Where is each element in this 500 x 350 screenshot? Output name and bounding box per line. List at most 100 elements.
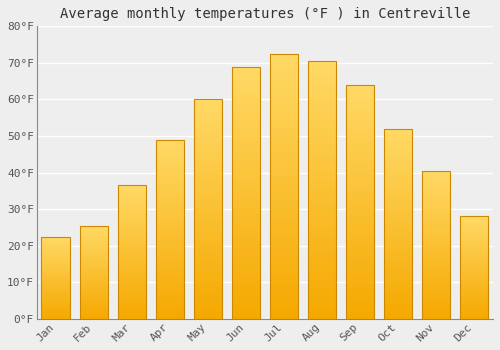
Bar: [346, 237, 374, 239]
Bar: [422, 254, 450, 255]
Bar: [118, 214, 146, 215]
Bar: [384, 206, 412, 209]
Bar: [308, 316, 336, 319]
Bar: [308, 260, 336, 262]
Bar: [118, 306, 146, 307]
Bar: [156, 228, 184, 229]
Bar: [422, 255, 450, 257]
Bar: [118, 312, 146, 314]
Bar: [346, 143, 374, 146]
Bar: [194, 233, 222, 236]
Bar: [80, 246, 108, 247]
Bar: [42, 264, 70, 265]
Bar: [384, 165, 412, 167]
Bar: [308, 126, 336, 128]
Bar: [80, 263, 108, 264]
Bar: [156, 202, 184, 204]
Bar: [460, 311, 488, 312]
Bar: [346, 141, 374, 143]
Bar: [156, 149, 184, 150]
Bar: [422, 184, 450, 186]
Bar: [156, 177, 184, 179]
Bar: [156, 296, 184, 298]
Bar: [270, 75, 298, 78]
Bar: [156, 276, 184, 278]
Bar: [232, 127, 260, 130]
Bar: [422, 212, 450, 214]
Bar: [460, 279, 488, 280]
Bar: [384, 178, 412, 180]
Bar: [232, 92, 260, 94]
Bar: [80, 251, 108, 252]
Bar: [156, 238, 184, 240]
Bar: [384, 260, 412, 262]
Bar: [232, 208, 260, 210]
Bar: [270, 266, 298, 268]
Bar: [270, 131, 298, 133]
Bar: [80, 235, 108, 236]
Bar: [118, 256, 146, 258]
Bar: [156, 184, 184, 186]
Bar: [270, 149, 298, 152]
Bar: [460, 267, 488, 268]
Bar: [232, 140, 260, 142]
Bar: [346, 87, 374, 90]
Bar: [422, 190, 450, 191]
Bar: [308, 298, 336, 301]
Bar: [308, 77, 336, 79]
Bar: [422, 276, 450, 278]
Bar: [42, 295, 70, 296]
Bar: [118, 263, 146, 264]
Bar: [80, 241, 108, 243]
Bar: [42, 240, 70, 241]
Bar: [346, 167, 374, 169]
Bar: [118, 317, 146, 319]
Bar: [156, 143, 184, 145]
Bar: [346, 136, 374, 139]
Bar: [346, 284, 374, 286]
Bar: [156, 161, 184, 163]
Bar: [460, 250, 488, 251]
Bar: [118, 270, 146, 271]
Bar: [308, 226, 336, 229]
Bar: [118, 212, 146, 214]
Bar: [42, 296, 70, 297]
Bar: [156, 304, 184, 306]
Bar: [308, 69, 336, 71]
Bar: [346, 115, 374, 118]
Bar: [460, 317, 488, 318]
Bar: [460, 229, 488, 230]
Bar: [118, 260, 146, 261]
Bar: [422, 201, 450, 202]
Bar: [270, 154, 298, 157]
Bar: [42, 279, 70, 280]
Bar: [460, 220, 488, 222]
Bar: [118, 235, 146, 236]
Bar: [422, 303, 450, 304]
Bar: [422, 316, 450, 317]
Bar: [384, 134, 412, 136]
Bar: [156, 240, 184, 242]
Bar: [422, 191, 450, 193]
Bar: [422, 273, 450, 274]
Bar: [460, 239, 488, 240]
Bar: [270, 253, 298, 255]
Bar: [118, 243, 146, 244]
Bar: [460, 245, 488, 246]
Bar: [308, 97, 336, 100]
Bar: [118, 258, 146, 259]
Bar: [308, 213, 336, 216]
Bar: [422, 306, 450, 307]
Bar: [384, 188, 412, 190]
Bar: [232, 66, 260, 69]
Bar: [232, 241, 260, 243]
Bar: [80, 284, 108, 285]
Bar: [270, 208, 298, 210]
Bar: [156, 170, 184, 172]
Bar: [232, 238, 260, 241]
Bar: [460, 285, 488, 286]
Bar: [422, 257, 450, 258]
Bar: [384, 216, 412, 218]
Bar: [460, 257, 488, 258]
Bar: [194, 152, 222, 154]
